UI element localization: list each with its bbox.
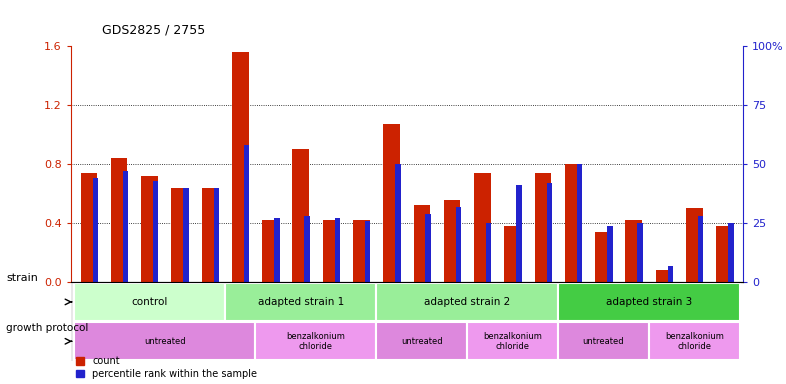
Text: benzalkonium
chloride: benzalkonium chloride: [287, 331, 345, 351]
Legend: count, percentile rank within the sample: count, percentile rank within the sample: [75, 356, 257, 379]
Bar: [304, 216, 310, 282]
Bar: [558, 323, 649, 360]
Bar: [153, 181, 159, 282]
Bar: [558, 283, 740, 321]
Bar: [353, 220, 369, 282]
Bar: [626, 220, 642, 282]
Text: benzalkonium
chloride: benzalkonium chloride: [483, 331, 542, 351]
Bar: [534, 173, 551, 282]
Text: adapted strain 3: adapted strain 3: [606, 297, 692, 307]
Bar: [505, 226, 521, 282]
Bar: [335, 218, 340, 282]
Bar: [81, 173, 97, 282]
Bar: [444, 200, 461, 282]
Bar: [263, 220, 279, 282]
Bar: [649, 323, 740, 360]
Bar: [716, 226, 733, 282]
Bar: [323, 220, 340, 282]
Bar: [74, 323, 255, 360]
Bar: [202, 188, 219, 282]
Bar: [183, 188, 189, 282]
Bar: [637, 223, 643, 282]
Bar: [546, 183, 552, 282]
Bar: [274, 218, 280, 282]
Text: strain: strain: [6, 273, 39, 283]
Bar: [686, 209, 703, 282]
Bar: [456, 207, 461, 282]
Bar: [225, 283, 376, 321]
Bar: [171, 188, 188, 282]
Bar: [395, 164, 401, 282]
Bar: [365, 221, 370, 282]
Text: adapted strain 1: adapted strain 1: [258, 297, 344, 307]
Bar: [111, 158, 127, 282]
Bar: [595, 232, 612, 282]
Bar: [93, 178, 98, 282]
Text: untreated: untreated: [401, 337, 443, 346]
Text: control: control: [131, 297, 167, 307]
Bar: [292, 149, 309, 282]
Text: benzalkonium
chloride: benzalkonium chloride: [665, 331, 724, 351]
Bar: [255, 323, 376, 360]
Bar: [486, 223, 491, 282]
Bar: [232, 52, 248, 282]
Bar: [607, 225, 612, 282]
Bar: [516, 185, 522, 282]
Bar: [425, 214, 431, 282]
Bar: [577, 164, 582, 282]
Bar: [698, 216, 703, 282]
Text: untreated: untreated: [144, 337, 185, 346]
Text: GDS2825 / 2755: GDS2825 / 2755: [102, 23, 205, 36]
Bar: [565, 164, 582, 282]
Bar: [123, 171, 128, 282]
Bar: [214, 188, 219, 282]
Bar: [384, 124, 400, 282]
Bar: [728, 223, 733, 282]
Text: untreated: untreated: [582, 337, 624, 346]
Text: growth protocol: growth protocol: [6, 323, 89, 333]
Bar: [376, 323, 468, 360]
Bar: [376, 283, 558, 321]
Bar: [413, 205, 430, 282]
Bar: [468, 323, 558, 360]
Bar: [656, 270, 672, 282]
Bar: [141, 176, 158, 282]
Text: adapted strain 2: adapted strain 2: [424, 297, 510, 307]
Bar: [474, 173, 490, 282]
Bar: [74, 283, 225, 321]
Bar: [244, 145, 249, 282]
Bar: [667, 266, 673, 282]
